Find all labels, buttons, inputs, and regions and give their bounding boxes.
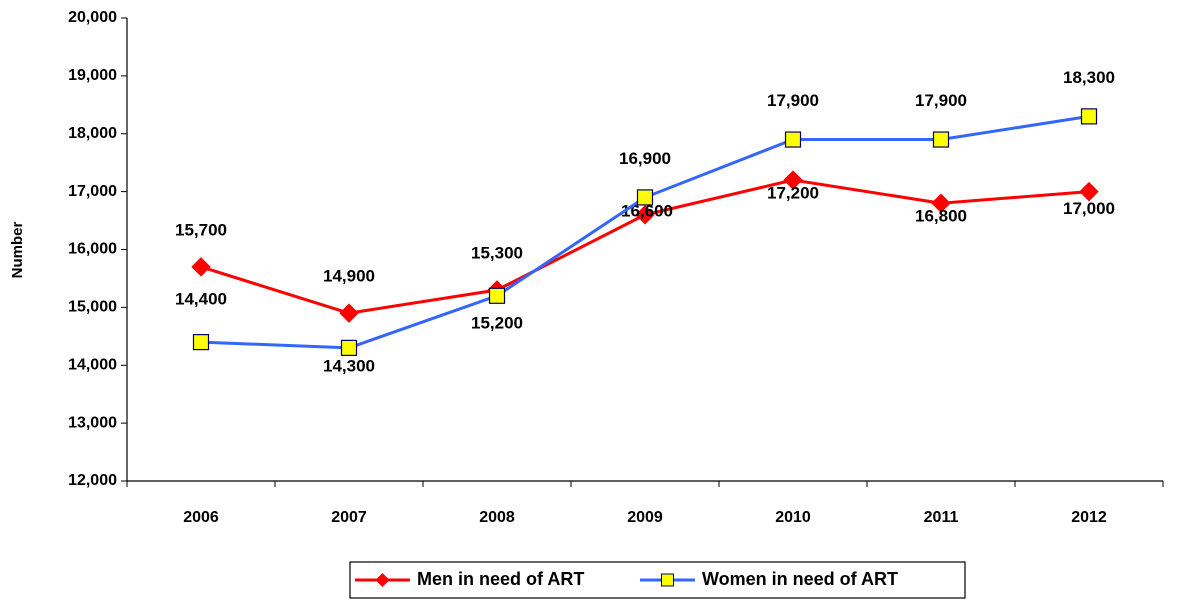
y-tick-label: 14,000 <box>68 356 117 373</box>
x-tick-label: 2012 <box>1071 509 1107 526</box>
marker <box>1079 181 1099 202</box>
y-tick-label: 12,000 <box>68 472 117 489</box>
y-tick-label: 13,000 <box>68 414 117 431</box>
y-tick-label: 20,000 <box>68 9 117 26</box>
marker <box>636 189 654 206</box>
marker <box>191 257 211 277</box>
data-label: 17,900 <box>767 91 819 110</box>
marker <box>931 193 951 213</box>
data-label: 15,300 <box>471 243 523 262</box>
y-axis-title: Number <box>9 222 26 279</box>
marker <box>340 339 358 356</box>
marker <box>784 131 802 148</box>
data-label: 15,700 <box>175 220 227 239</box>
x-tick-label: 2011 <box>924 509 959 526</box>
x-tick-label: 2010 <box>775 509 811 526</box>
x-tick-label: 2007 <box>331 509 367 526</box>
marker <box>932 131 950 148</box>
data-label: 18,300 <box>1063 68 1115 87</box>
x-tick-label: 2006 <box>183 509 219 526</box>
data-label: 16,800 <box>915 207 967 226</box>
x-tick-label: 2008 <box>479 509 515 526</box>
data-label: 14,900 <box>323 267 375 286</box>
data-label: 14,300 <box>323 356 375 375</box>
y-tick-label: 18,000 <box>68 125 117 142</box>
marker <box>339 303 359 323</box>
marker <box>1080 108 1098 125</box>
data-label: 15,200 <box>471 313 523 332</box>
y-tick-label: 15,000 <box>68 299 117 316</box>
marker <box>635 205 655 225</box>
data-label: 17,900 <box>915 91 967 110</box>
y-tick-label: 16,000 <box>68 241 117 258</box>
legend-label: Women in need of ART <box>702 569 898 589</box>
legend-marker <box>661 573 674 587</box>
data-label: 17,200 <box>767 184 819 203</box>
x-tick-label: 2009 <box>627 509 663 526</box>
marker <box>488 287 506 304</box>
marker <box>783 170 803 190</box>
data-label: 14,400 <box>175 290 227 309</box>
data-label: 16,900 <box>619 149 671 168</box>
legend-label: Men in need of ART <box>417 569 584 589</box>
marker <box>192 334 210 351</box>
legend-marker <box>375 573 390 587</box>
y-tick-label: 17,000 <box>68 183 117 200</box>
data-label: 17,000 <box>1063 199 1115 218</box>
y-tick-label: 19,000 <box>68 67 117 84</box>
